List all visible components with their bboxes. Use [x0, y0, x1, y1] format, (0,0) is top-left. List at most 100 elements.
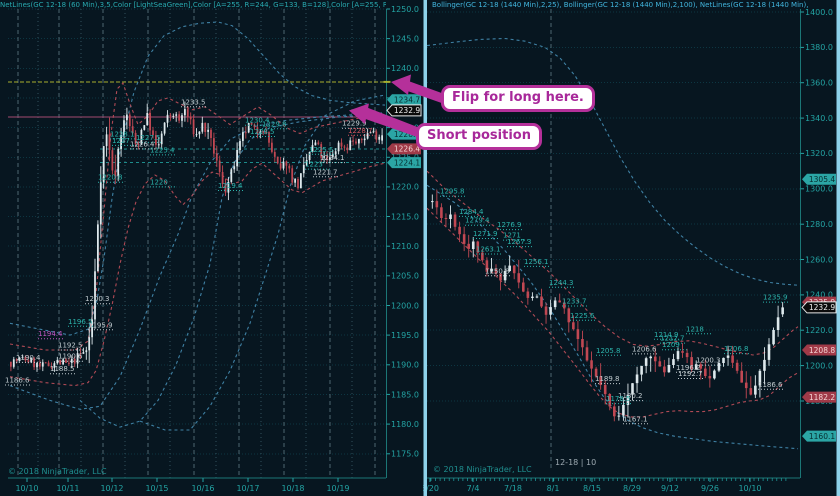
netline-label: 1221.7 — [313, 168, 338, 176]
netline-label: 1233.5 — [181, 98, 206, 106]
netline-label: 1284.4 — [459, 208, 484, 216]
axis-tick-label: 1245.0 — [391, 34, 419, 43]
axis-tick-label: 1240.0 — [391, 64, 419, 73]
price-marker-label: 1208.8 — [809, 346, 835, 355]
axis-tick-label: 1200.0 — [391, 301, 419, 310]
time-axis[interactable]: 6/20 7/4 7/18 8/1 8/15 8/29 9/12 9/26 10/10 — [421, 477, 800, 493]
netline-label: 1192.7 — [678, 370, 703, 378]
window-edge[interactable] — [836, 0, 840, 496]
axis-tick-label: 1300.0 — [805, 185, 833, 194]
date-label: 10/15 — [145, 484, 168, 493]
date-label: 10/18 — [281, 484, 304, 493]
price-marker-label: 1234.7 — [394, 96, 420, 105]
axis-tick-label: 1400.0 — [805, 8, 833, 17]
panel-divider[interactable] — [423, 0, 428, 496]
netline-label: 1225.5 — [309, 146, 334, 154]
copyright-label: © 2018 NinjaTrader, LLC — [8, 467, 107, 476]
price-axis[interactable]: 1400.0 1380.0 1360.0 1340.0 1320.0 1300.0 1280… — [800, 8, 837, 478]
contract-roll-label: 12-18 | 10 — [555, 458, 597, 467]
netline-label: 1225.4 — [150, 146, 175, 154]
axis-tick-label: 1200.0 — [805, 361, 833, 370]
netline-label: 1180.2 — [618, 392, 643, 400]
netline-label: 1250.8 — [485, 267, 510, 275]
netline-label: 1263.1 — [476, 246, 501, 254]
netline-label: 1223 — [305, 161, 323, 169]
axis-tick-label: 1180.0 — [391, 420, 419, 429]
netline-label: 1192.5 — [58, 342, 83, 350]
date-label: 7/18 — [504, 484, 522, 493]
candlestick-series[interactable] — [10, 101, 383, 372]
netline-label: 1178.5 — [606, 395, 631, 403]
bollinger-bands — [9, 21, 386, 431]
netline-label: 1271.9 — [473, 230, 498, 238]
netline-label: 1194.4 — [38, 330, 63, 338]
netline-label: 1276.9 — [497, 221, 522, 229]
date-label: 10/11 — [56, 484, 79, 493]
netline-label: 1196.5 — [68, 318, 93, 326]
price-marker-label: 1182.2 — [809, 393, 835, 402]
date-label: 9/12 — [661, 484, 679, 493]
chart-panel-60min[interactable]: 1233.5 1230.4 1229.8 1228.5 1228.1 1227.5 1227… — [0, 0, 423, 496]
netline-label: 1196.2 — [676, 364, 701, 372]
netline-label: 1190.6 — [58, 353, 83, 361]
netline-label: 1212.7 — [660, 335, 685, 343]
netline-label: 1214.9 — [654, 331, 679, 339]
netline-label: 1220.8 — [98, 174, 123, 182]
axis-tick-label: 1220.0 — [805, 326, 833, 335]
chart-panel-daily[interactable]: 1295.8 1284.4 1279.4 1276.9 1271.9 1271 1267.3… — [421, 0, 840, 496]
netline-label: 1271 — [503, 232, 521, 240]
axis-tick-label: 1250.0 — [391, 5, 419, 14]
date-label: 10/10 — [15, 484, 38, 493]
copyright-label: © 2018 NinjaTrader, LLC — [433, 465, 532, 474]
bollinger-bands — [426, 37, 799, 450]
netline-label: 1200.3 — [696, 357, 721, 365]
axis-tick-label: 1175.0 — [391, 450, 419, 459]
annotation-flip-long[interactable]: Flip for long here. — [441, 85, 595, 112]
netline-label: 1279.4 — [465, 217, 490, 225]
axis-tick-label: 1185.0 — [391, 390, 419, 399]
axis-tick-label: 1240.0 — [805, 291, 833, 300]
netline-label: 1244.3 — [549, 279, 574, 287]
price-marker-label: 1232.9 — [809, 303, 835, 312]
netline-label: 1235.9 — [763, 294, 788, 302]
axis-tick-label: 1210.0 — [391, 242, 419, 251]
price-marker — [387, 157, 421, 169]
axis-tick-label: 1340.0 — [805, 114, 833, 123]
axis-tick-label: 1205.0 — [391, 272, 419, 281]
netline-label: 1219.4 — [218, 182, 243, 190]
price-marker — [802, 391, 836, 403]
axis-tick-label: 1360.0 — [805, 79, 833, 88]
time-axis[interactable]: 10/10 10/11 10/12 10/15 10/16 10/17 10/18 10/19 — [8, 477, 386, 493]
netline-label: 1209 — [662, 341, 680, 349]
grid-lines — [8, 8, 386, 478]
netline-label: 1228.1 — [110, 130, 135, 138]
netline-label: 1188.5 — [50, 365, 75, 373]
netline-label: 1229.8 — [262, 120, 287, 128]
netline-label: 1230.4 — [245, 117, 270, 125]
netline-label: 1220 — [150, 178, 168, 186]
netline-label: 1256.1 — [524, 258, 549, 266]
date-label: 7/4 — [467, 484, 480, 493]
price-marker — [802, 173, 836, 185]
grid-lines — [427, 9, 800, 470]
axis-tick-label: 1320.0 — [805, 149, 833, 158]
netline-label: 1228.5 — [250, 128, 275, 136]
axis-tick-label: 1260.0 — [805, 255, 833, 264]
netline-label: 1190.4 — [16, 354, 41, 362]
date-label: 8/1 — [547, 484, 560, 493]
price-axis[interactable]: 1250.01245.01240.01235.01230.01225.01220… — [383, 5, 422, 478]
price-marker-label: 1224.1 — [394, 158, 420, 167]
axis-tick-label: 1280.0 — [805, 220, 833, 229]
netline-label: 1295.8 — [440, 188, 465, 196]
date-label: 10/12 — [100, 484, 123, 493]
netline-label: 1267.3 — [507, 238, 532, 246]
annotation-short-position[interactable]: Short position — [416, 123, 542, 150]
price-marker — [802, 344, 836, 356]
date-label: 9/26 — [701, 484, 719, 493]
netline-label: 1167.1 — [623, 415, 648, 423]
indicator-header-60min: NetLines(GC 12-18 (60 Min),3,5,Color [Li… — [0, 1, 386, 9]
